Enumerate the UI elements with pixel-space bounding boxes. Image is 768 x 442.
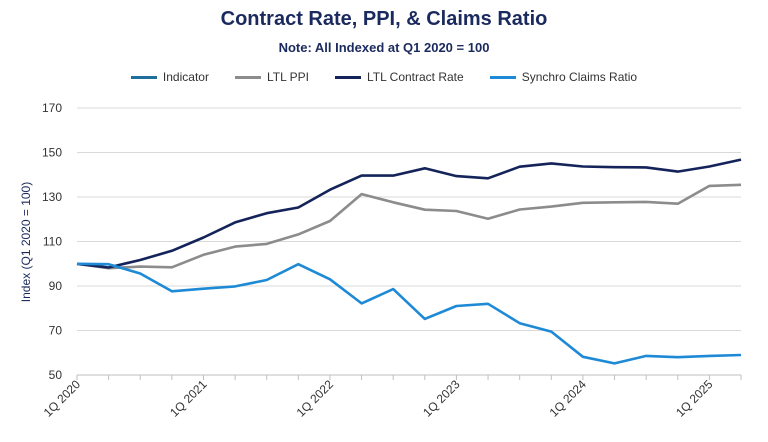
y-tick-label: 50 xyxy=(49,368,63,382)
x-axis-ticks: 1Q 2020 1Q 2021 1Q 2022 1Q 2023 1Q 2024 1Q 20… xyxy=(41,374,742,420)
legend-swatch xyxy=(489,75,516,79)
x-tick-label: 1Q 2021 xyxy=(167,377,210,420)
x-tick-label: 1Q 2024 xyxy=(547,377,590,420)
legend-label: Synchro Claims Ratio xyxy=(521,70,638,84)
y-tick-label: 130 xyxy=(42,190,62,204)
y-tick-label: 170 xyxy=(42,101,62,115)
y-tick-label: 90 xyxy=(49,279,63,293)
x-tick-label: 1Q 2025 xyxy=(673,377,716,420)
series-line-synchro-claims-ratio xyxy=(76,262,742,365)
legend-item: Indicator xyxy=(130,70,209,84)
legend-item: LTL PPI xyxy=(234,70,309,84)
series-line-ltl-contract-rate xyxy=(76,158,742,269)
gridlines xyxy=(77,107,741,331)
legend-swatch xyxy=(130,75,157,79)
y-tick-label: 150 xyxy=(42,146,62,160)
y-tick-label: 110 xyxy=(43,235,62,249)
series-lines xyxy=(76,158,742,365)
chart-title: Contract Rate, PPI, & Claims Ratio xyxy=(220,8,548,30)
y-axis-label: Index (Q1 2020 = 100) xyxy=(19,182,33,302)
x-tick-label: 1Q 2022 xyxy=(294,377,337,420)
legend-label: LTL Contract Rate xyxy=(366,70,464,84)
series-line-ltl-ppi xyxy=(76,183,742,270)
y-tick-label: 70 xyxy=(49,324,63,338)
legend: Indicator LTL PPI LTL Contract Rate Synchro… xyxy=(0,70,768,84)
legend-item: Synchro Claims Ratio xyxy=(489,70,638,84)
y-axis-ticks: 50 70 90 110 130 150 170 xyxy=(42,101,62,382)
legend-item: LTL Contract Rate xyxy=(334,70,464,84)
chart-subtitle: Note: All Indexed at Q1 2020 = 100 xyxy=(278,40,490,55)
x-tick-label: 1Q 2020 xyxy=(41,377,84,420)
legend-swatch xyxy=(334,75,361,79)
legend-swatch xyxy=(234,75,261,79)
legend-label: Indicator xyxy=(162,70,209,84)
x-tick-label: 1Q 2023 xyxy=(420,377,463,420)
legend-label: LTL PPI xyxy=(266,70,309,84)
